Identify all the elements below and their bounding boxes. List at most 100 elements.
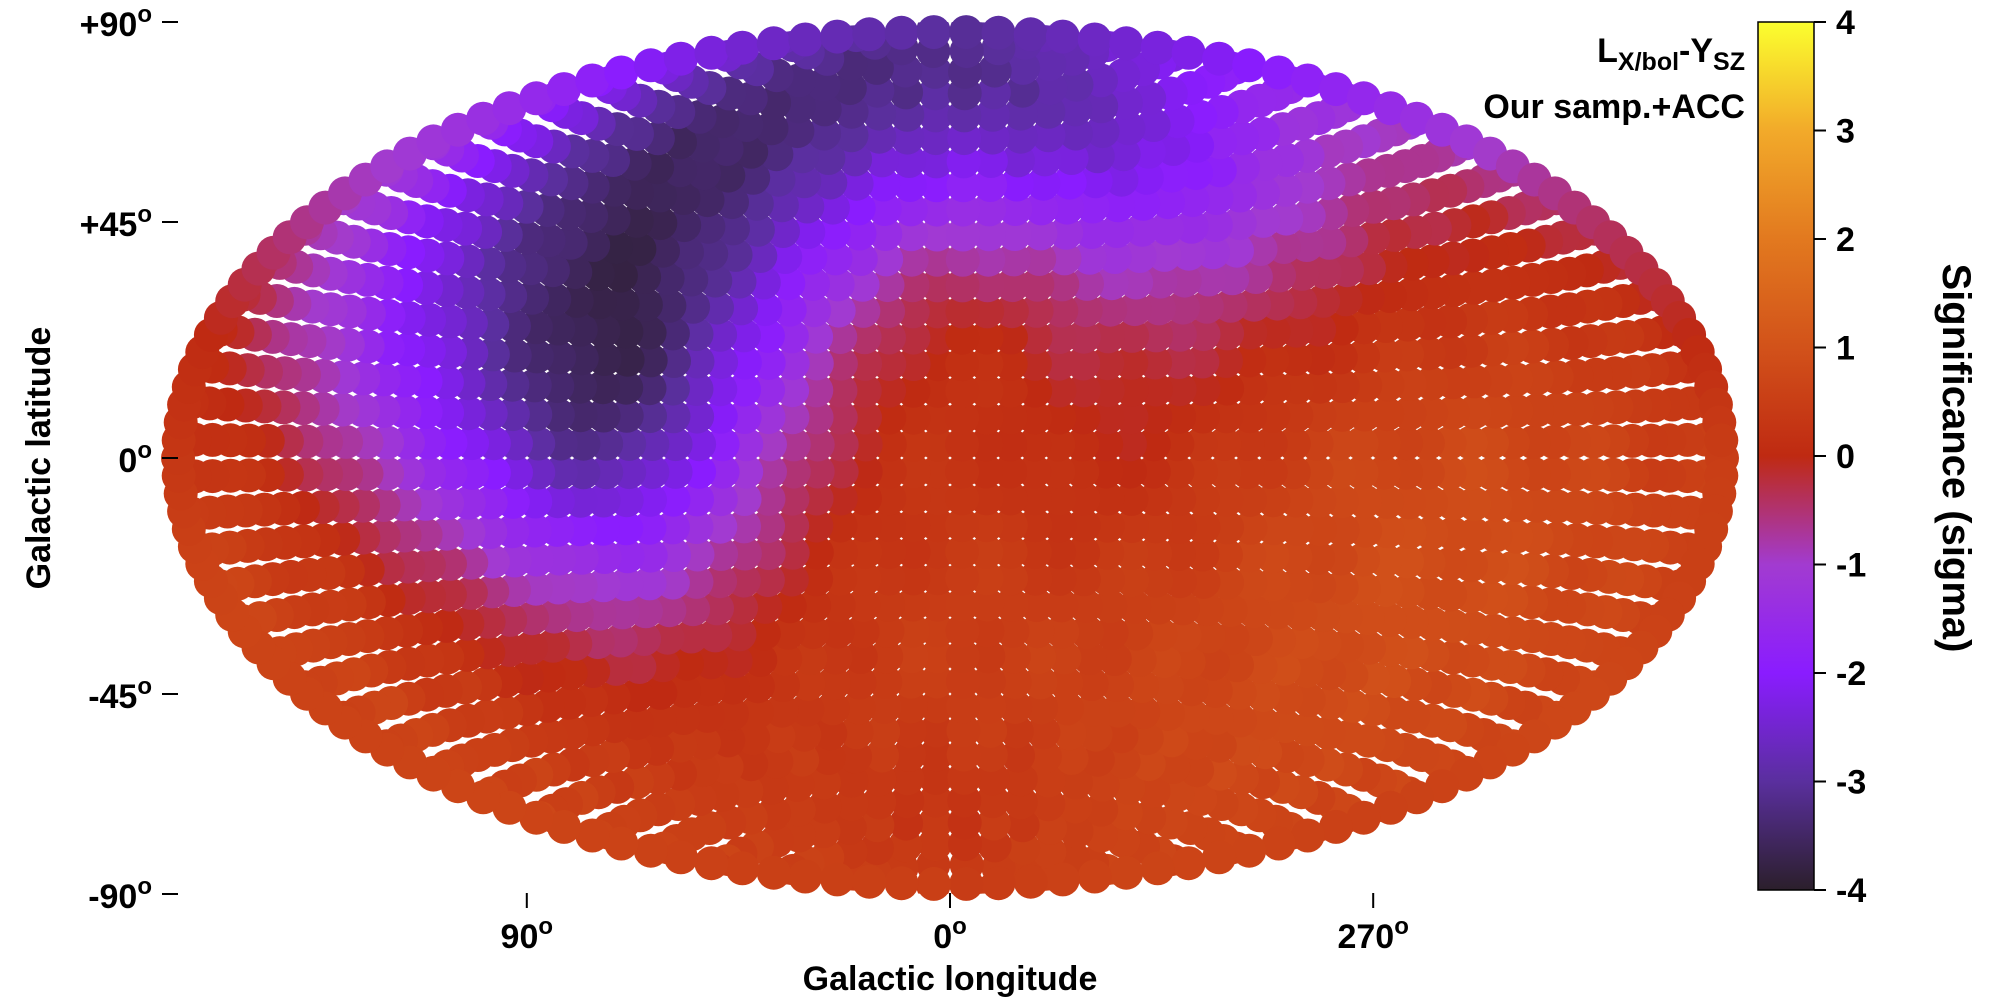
sky-cell (761, 162, 796, 197)
sky-cell (1174, 209, 1209, 244)
sky-cell (1022, 242, 1057, 276)
sky-cell (1078, 717, 1113, 752)
sky-cell (1075, 692, 1110, 727)
sky-cell (920, 217, 954, 252)
sky-cell (800, 427, 835, 462)
sky-cell (1150, 211, 1184, 246)
sky-cell (726, 563, 761, 598)
sky-cell (776, 427, 811, 462)
sky-cell (1174, 672, 1209, 707)
sky-cell (847, 320, 882, 355)
sky-cell (1117, 292, 1152, 327)
sky-cell (787, 717, 822, 752)
sky-cell (1042, 320, 1077, 355)
sky-cell (848, 346, 883, 381)
sky-cell (1136, 108, 1171, 142)
sky-cell (1129, 721, 1164, 756)
sky-cell (704, 537, 739, 571)
sky-cell (727, 536, 762, 571)
sky-cell (1138, 345, 1173, 380)
sky-cell (1119, 616, 1154, 651)
sky-cell (843, 242, 878, 276)
sky-cell (848, 400, 882, 435)
sky-cell (919, 713, 954, 748)
sky-cell (945, 561, 980, 596)
latitude-tick-label: 0o (118, 437, 152, 480)
sky-cell (1042, 400, 1077, 435)
sky-cell (971, 242, 1006, 277)
sky-cell (970, 587, 1005, 622)
sky-cell (807, 789, 842, 824)
sky-cell (993, 347, 1028, 382)
sky-cell (1189, 592, 1224, 627)
sky-cell (896, 347, 931, 382)
sky-cell (993, 400, 1028, 435)
sky-cell (896, 481, 931, 516)
sky-cell (1078, 164, 1113, 199)
sky-cell (698, 618, 733, 653)
sky-cell (920, 427, 955, 462)
sky-cell (1104, 719, 1139, 754)
sky-cell (841, 191, 876, 226)
sky-cell (1166, 591, 1200, 626)
sky-cell (766, 668, 800, 702)
sky-rim-cell (1202, 41, 1237, 76)
sky-cell (1033, 71, 1068, 106)
sky-cell (1042, 561, 1077, 596)
sky-cell (815, 190, 850, 225)
sky-cell (1085, 767, 1120, 802)
sky-cell (993, 427, 1028, 462)
colorbar-tick-label: -3 (1836, 764, 1866, 802)
sky-rim-cell (633, 48, 668, 83)
sky-cell (718, 644, 753, 679)
sky-cell (872, 400, 907, 435)
sky-cell (764, 693, 799, 728)
sky-cell (656, 482, 691, 517)
sky-cell (1166, 290, 1200, 325)
sky-cell (1162, 482, 1197, 517)
sky-cell (847, 508, 882, 543)
sky-rim-cell (1202, 840, 1237, 875)
colorbar-ticks: 4 3 2 1 0 -1 -2 -3 -4 (1814, 4, 1866, 910)
sky-cell (1191, 619, 1226, 654)
y-axis-title: Galactic latitude (20, 327, 58, 590)
colorbar-tick-label: 4 (1836, 4, 1855, 42)
sky-cell (920, 481, 955, 516)
sky-rim-cell (1013, 17, 1048, 52)
sky-cell (1183, 427, 1218, 462)
sky-cell (1018, 508, 1053, 543)
sky-rim-cell (1140, 851, 1175, 886)
sky-cell (920, 454, 955, 489)
sky-cell (1059, 814, 1094, 849)
sky-cell (1111, 111, 1146, 146)
sky-cell (787, 164, 822, 199)
sky-cell (1091, 319, 1126, 354)
sky-cell (1072, 240, 1107, 275)
sky-cell (894, 639, 929, 674)
sky-cell (726, 318, 761, 353)
colorbar-tick-label: -4 (1836, 872, 1866, 910)
sky-cell (816, 666, 851, 701)
colorbar-tick-label: 2 (1836, 221, 1855, 259)
sky-cell (1024, 690, 1059, 725)
sky-cell (1042, 481, 1077, 516)
sky-cell (1072, 641, 1107, 676)
sky-cell (771, 266, 806, 301)
sky-cell (751, 481, 786, 516)
sky-cell (1066, 535, 1101, 570)
sky-cell (995, 268, 1030, 303)
sky-cell (1115, 318, 1150, 353)
sky-cell (1006, 50, 1041, 85)
sky-cell (718, 237, 753, 272)
sky-cell (1080, 139, 1115, 174)
sky-cell (775, 373, 810, 408)
sky-cell (1065, 454, 1100, 489)
sky-cell (848, 535, 883, 570)
sky-cell (1115, 563, 1150, 598)
sky-cell (1097, 642, 1132, 676)
sky-cell (736, 721, 771, 756)
sky-cell (867, 690, 902, 724)
sky-cell (1001, 738, 1035, 773)
sky-cell (775, 400, 810, 435)
sky-cell (1018, 373, 1053, 408)
